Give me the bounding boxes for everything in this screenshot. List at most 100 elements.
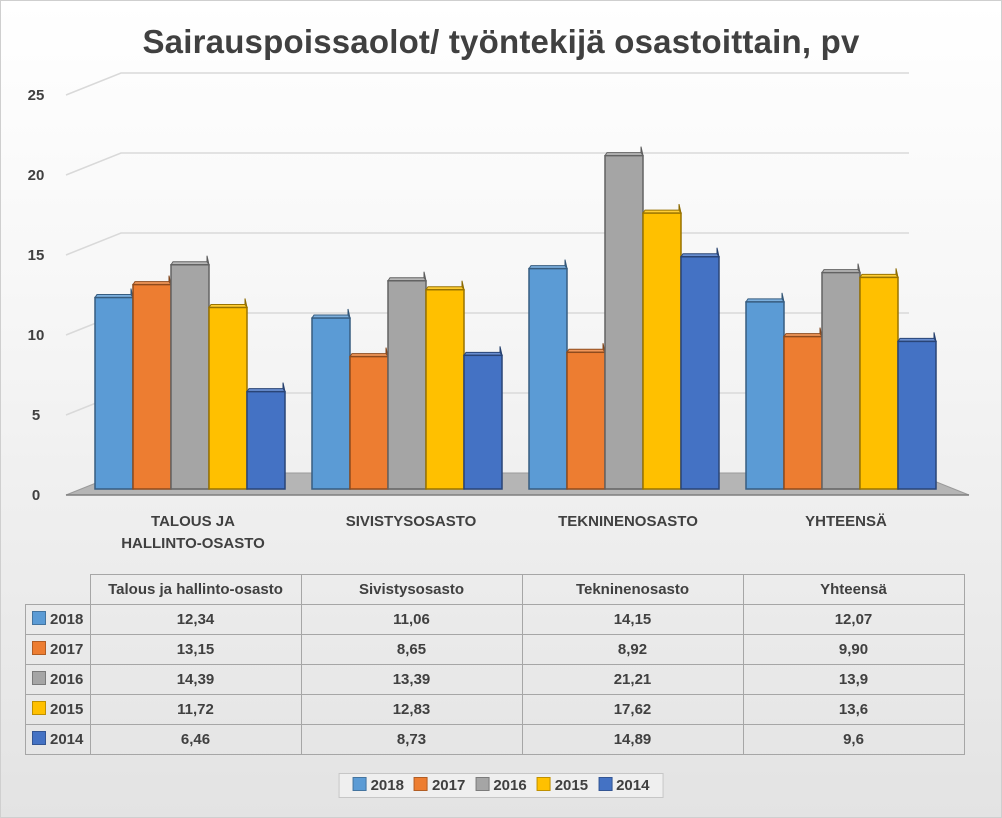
- bar: [859, 276, 899, 490]
- legend-label: 2017: [431, 777, 466, 794]
- table-series-cell: 2016: [25, 664, 91, 695]
- category-label: YHTEENSÄ: [736, 511, 956, 533]
- table-series-cell: 2014: [25, 724, 91, 755]
- category-label-line: TEKNINENOSASTO: [558, 513, 698, 530]
- table-cell: 8,92: [521, 634, 744, 665]
- table-cell: 11,72: [89, 694, 302, 725]
- table-row: 2016 14,39 13,39 21,21 13,9: [25, 664, 965, 695]
- gridline: [65, 152, 909, 176]
- legend-item: 2018: [352, 777, 404, 794]
- chart-title: Sairauspoissaolot/ työntekijä osastoitta…: [142, 23, 860, 60]
- table-series-label: 2014: [50, 731, 84, 748]
- table-series-label: 2017: [50, 641, 84, 658]
- table-row: 2017 13,15 8,65 8,92 9,90: [25, 634, 965, 665]
- table-header-row: Talous ja hallinto-osasto Sivistysosasto…: [25, 574, 965, 605]
- y-tick-label: 25: [28, 87, 45, 104]
- plot-area: 0 5 10 15 20 25: [28, 72, 970, 504]
- table-cell: 11,06: [300, 604, 523, 635]
- bar: [311, 317, 351, 490]
- table-cell: 12,07: [742, 604, 965, 635]
- y-tick-label: 0: [32, 487, 40, 504]
- table-series-cell: 2017: [25, 634, 91, 665]
- legend-label: 2014: [616, 777, 650, 794]
- legend-item: 2015: [536, 777, 589, 794]
- series-swatch-icon: [32, 611, 46, 625]
- bar: [566, 351, 606, 490]
- bar: [745, 301, 785, 490]
- table-cell: 14,89: [521, 724, 744, 755]
- y-tick-label: 20: [28, 167, 45, 184]
- table-series-label: 2016: [50, 671, 84, 688]
- legend-swatch-icon: [352, 777, 367, 791]
- bar: [821, 271, 861, 490]
- table-cell: 13,9: [742, 664, 965, 695]
- legend: 2018 2017 2016 2015 2014: [338, 773, 664, 798]
- legend-swatch-icon: [536, 777, 551, 791]
- bar: [783, 335, 823, 490]
- table-row: 2015 11,72 12,83 17,62 13,6: [25, 694, 965, 725]
- bar: [387, 280, 427, 490]
- data-table: Talous ja hallinto-osasto Sivistysosasto…: [25, 574, 965, 755]
- table-header-talous: Talous ja hallinto-osasto: [89, 574, 302, 605]
- table-cell: 13,39: [300, 664, 523, 695]
- table-series-label: 2018: [50, 611, 84, 628]
- table-series-label: 2015: [50, 701, 84, 718]
- table-cell: 12,34: [89, 604, 302, 635]
- series-swatch-icon: [32, 641, 46, 655]
- legend-swatch-icon: [598, 777, 613, 791]
- bar: [170, 264, 210, 490]
- legend-swatch-icon: [413, 777, 428, 791]
- y-tick-label: 10: [28, 327, 45, 344]
- table-row: 2018 12,34 11,06 14,15 12,07: [25, 604, 965, 635]
- table-cell: 9,6: [742, 724, 965, 755]
- table-cell: 21,21: [521, 664, 744, 695]
- series-swatch-icon: [32, 731, 46, 745]
- series-swatch-icon: [32, 671, 46, 685]
- category-label-line: TALOUS JA: [151, 513, 235, 530]
- bar: [604, 154, 644, 490]
- bar: [208, 306, 248, 490]
- table-cell: 13,6: [742, 694, 965, 725]
- table-series-cell: 2015: [25, 694, 91, 725]
- bar: [528, 267, 568, 490]
- bar: [642, 212, 682, 490]
- legend-item: 2017: [413, 777, 466, 794]
- legend-item: 2014: [598, 777, 649, 794]
- table-cell: 8,65: [300, 634, 523, 665]
- bar: [425, 288, 465, 490]
- bar: [897, 340, 937, 490]
- category-label: TALOUS JA HALLINTO-OSASTO: [83, 511, 303, 555]
- table-header-yhteensa: Yhteensä: [742, 574, 965, 605]
- legend-swatch-icon: [475, 777, 490, 791]
- legend-label: 2016: [493, 777, 527, 794]
- table-header-tekninen: Tekninenosasto: [521, 574, 744, 605]
- table-series-cell: 2018: [25, 604, 91, 635]
- legend-item: 2016: [475, 777, 527, 794]
- bar: [132, 283, 172, 490]
- gridline: [65, 232, 909, 256]
- table-header-sivistys: Sivistysosasto: [300, 574, 523, 605]
- table-corner: [25, 574, 91, 605]
- table-cell: 6,46: [89, 724, 302, 755]
- category-label-line: SIVISTYSOSASTO: [345, 513, 477, 530]
- bar: [94, 296, 134, 490]
- legend-label: 2018: [370, 777, 404, 794]
- category-label: SIVISTYSOSASTO: [301, 511, 521, 533]
- y-tick-label: 15: [28, 247, 45, 264]
- legend-label: 2015: [554, 777, 589, 794]
- series-swatch-icon: [32, 701, 46, 715]
- category-label-line: YHTEENSÄ: [805, 513, 887, 530]
- table-cell: 12,83: [300, 694, 523, 725]
- gridline: [65, 72, 909, 96]
- category-label-line: HALLINTO-OSASTO: [121, 535, 265, 552]
- bar: [349, 355, 389, 490]
- bar: [246, 390, 286, 490]
- table-cell: 14,39: [89, 664, 302, 695]
- y-tick-label: 5: [32, 407, 40, 424]
- bar: [463, 354, 503, 490]
- table-cell: 14,15: [521, 604, 744, 635]
- bar: [680, 256, 720, 490]
- table-cell: 17,62: [521, 694, 744, 725]
- category-label: TEKNINENOSASTO: [518, 511, 738, 533]
